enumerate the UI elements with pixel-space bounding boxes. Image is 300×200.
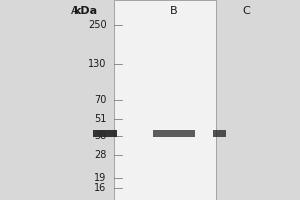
Text: 38: 38 [94, 131, 106, 141]
Bar [114, 0, 216, 200]
Text: 130: 130 [88, 59, 106, 69]
Text: 51: 51 [94, 114, 106, 124]
Text: B: B [170, 6, 178, 16]
Text: 70: 70 [94, 95, 106, 105]
Bar [93, 130, 117, 137]
Bar [153, 130, 195, 137]
Text: A: A [71, 6, 79, 16]
Text: kDa: kDa [74, 6, 98, 16]
Text: C: C [242, 6, 250, 16]
Bar [213, 130, 226, 137]
Text: 250: 250 [88, 20, 106, 30]
Text: 28: 28 [94, 150, 106, 160]
Text: 19: 19 [94, 173, 106, 183]
Text: 16: 16 [94, 183, 106, 193]
